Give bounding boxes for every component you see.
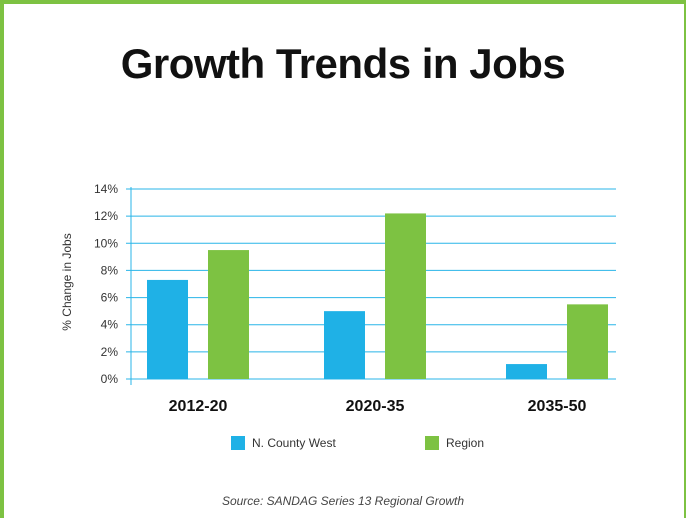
y-axis-label: % Change in Jobs xyxy=(60,233,74,330)
y-tick-label: 4% xyxy=(101,318,119,332)
page-title: Growth Trends in Jobs xyxy=(120,40,566,87)
y-tick-label: 12% xyxy=(94,209,118,223)
bar-n-county-west xyxy=(506,364,547,379)
x-category-label: 2035-50 xyxy=(528,398,587,415)
legend-label: N. County West xyxy=(252,436,336,450)
source-note: Source: SANDAG Series 13 Regional Growth xyxy=(221,494,465,508)
legend-swatch xyxy=(425,436,439,450)
legend-swatch xyxy=(231,436,245,450)
frame-top-border xyxy=(0,0,686,4)
frame-right-border xyxy=(684,4,686,518)
bar-region xyxy=(208,250,249,379)
y-tick-label: 6% xyxy=(101,291,119,305)
legend-label: Region xyxy=(446,436,484,450)
bar-n-county-west xyxy=(147,279,188,379)
frame-left-border xyxy=(0,0,4,518)
x-category-label: 2012-20 xyxy=(169,398,228,415)
y-tick-label: 8% xyxy=(101,263,119,277)
bar-region xyxy=(385,213,426,379)
y-tick-label: 14% xyxy=(94,182,118,196)
y-tick-label: 10% xyxy=(94,236,118,250)
bar-n-county-west xyxy=(324,311,365,379)
y-tick-label: 0% xyxy=(101,372,119,386)
y-tick-label: 2% xyxy=(101,345,119,359)
x-category-label: 2020-35 xyxy=(346,398,405,415)
bar-region xyxy=(567,304,608,379)
